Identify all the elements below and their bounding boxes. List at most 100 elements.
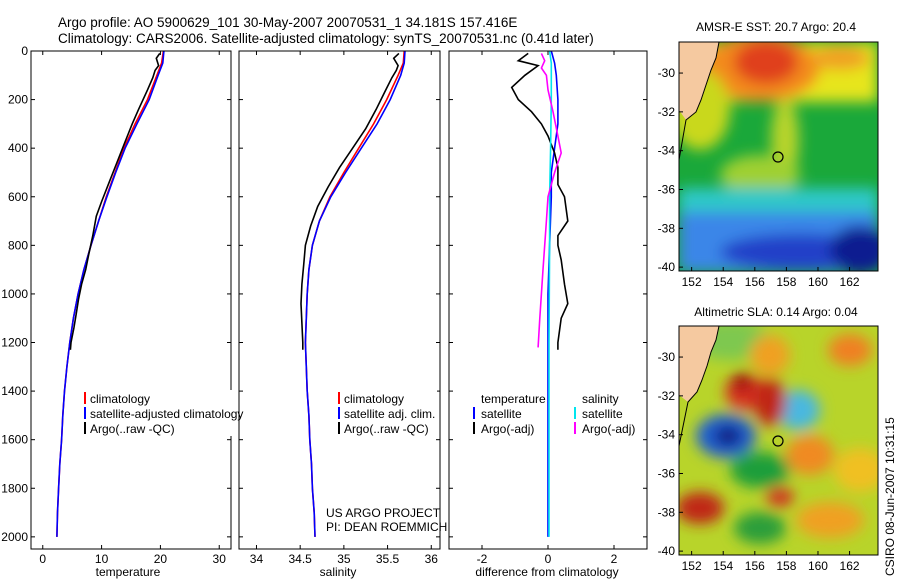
sla-blob-6: [776, 390, 820, 430]
sla-blob-7: [754, 378, 786, 426]
map-x-tick-label: 154: [713, 275, 733, 289]
map-y-tick-label: -34: [658, 144, 676, 158]
map-x-tick-label: 158: [776, 559, 796, 573]
sst-coldest: [830, 226, 878, 271]
sla-map-axes: 152 154 156 158 160 162 -30 -32 -34 -36 -38 -40: [658, 350, 860, 573]
sst-mid-warm: [720, 155, 800, 195]
legend-text-argo: Argo(..raw -QC): [344, 422, 429, 436]
salinity-series-satellite-adj-clim: [304, 50, 406, 537]
x-tick-label: 2: [611, 552, 618, 566]
map-y-tick-label: -40: [658, 544, 676, 558]
map-y-tick-label: -32: [658, 105, 676, 119]
temperature-plot-area: [56, 50, 165, 537]
x-tick-label: 36: [425, 552, 439, 566]
map-y-tick-label: -38: [658, 505, 676, 519]
legend-text-climatology: climatology: [90, 392, 150, 406]
pi-credit: PI: DEAN ROEMMICH: [326, 520, 447, 534]
map-x-tick-label: 152: [682, 275, 702, 289]
map-x-tick-label: 160: [808, 559, 828, 573]
sla-map-frame: [678, 325, 879, 556]
sst-hot-spot: [734, 42, 798, 84]
y-tick-label: 600: [8, 190, 28, 204]
map-x-tick-label: 156: [745, 275, 765, 289]
legend-text-argo: Argo(..raw -QC): [90, 422, 175, 436]
temperature-legend: climatology satellite-adjusted climatolo…: [80, 390, 250, 436]
x-tick-label: 34.5: [288, 552, 312, 566]
map-x-tick-label: 162: [840, 559, 860, 573]
difference-series-salinity-argo-adj: [537, 53, 563, 348]
project-credit: US ARGO PROJECT: [326, 506, 441, 520]
sst-warm-east: [810, 46, 870, 70]
map-y-tick-label: -34: [658, 428, 676, 442]
legend-text-temp-argo: Argo(-adj): [481, 422, 534, 436]
figure-title-line2: Climatology: CARS2006. Satellite-adjuste…: [58, 31, 594, 46]
salinity-axis: 34 34.5 35 35.5 36: [239, 50, 440, 566]
map-y-tick-label: -30: [658, 350, 676, 364]
y-tick-label: 1400: [1, 384, 28, 398]
legend-text-sal-satellite: satellite: [582, 407, 623, 421]
legend-text-satellite: satellite-adjusted climatology: [90, 407, 243, 421]
x-tick-label: 20: [154, 552, 168, 566]
sla-map-title: Altimetric SLA: 0.14 Argo: 0.04: [694, 305, 858, 319]
x-tick-label: 0: [545, 552, 552, 566]
sst-map-field: [679, 42, 878, 271]
x-tick-label: 30: [213, 552, 227, 566]
map-y-tick-label: -32: [658, 389, 676, 403]
y-tick-label: 1800: [1, 481, 28, 495]
map-x-tick-label: 154: [713, 559, 733, 573]
temperature-axes-frame: [30, 50, 232, 550]
salinity-series-climatology: [304, 50, 405, 537]
salinity-series-argo-raw-qc: [300, 52, 400, 350]
salinity-legend-bg: [333, 390, 437, 436]
map-x-tick-label: 156: [745, 559, 765, 573]
sla-blob-13: [679, 492, 724, 524]
legend-text-sal-argo: Argo(-adj): [582, 422, 635, 436]
temperature-xlabel: temperature: [96, 565, 161, 579]
map-y-tick-label: -36: [658, 182, 676, 196]
map-y-tick-label: -36: [658, 466, 676, 480]
sla-blob-3: [828, 334, 872, 366]
y-tick-label: 0: [21, 44, 28, 58]
sla-blob-11: [786, 435, 834, 475]
x-tick-label: 0: [39, 552, 46, 566]
y-tick-label: 200: [8, 93, 28, 107]
map-x-tick-label: 160: [808, 275, 828, 289]
temperature-series-argo-raw-qc: [69, 52, 161, 350]
legend-text-temp-satellite: satellite: [481, 407, 522, 421]
salinity-plot-area: [300, 50, 406, 537]
map-x-tick-label: 158: [776, 275, 796, 289]
map-y-tick-label: -40: [658, 260, 676, 274]
sla-blob-10: [730, 452, 790, 488]
map-x-tick-label: 162: [840, 275, 860, 289]
sla-argo-marker: [772, 435, 784, 447]
y-tick-label: 2000: [1, 530, 28, 544]
csiro-timestamp: CSIRO 08-Jun-2007 10:31:15: [883, 417, 897, 576]
difference-legend: temperature satellite Argo(-adj) salinit…: [473, 392, 635, 436]
difference-xlabel: difference from climatology: [475, 565, 618, 579]
legend-text-satellite: satellite adj. clim.: [344, 407, 435, 421]
temperature-axis: 0 10 20 30 0 200 400 600 800 1000 1200 1400 1600 1800…: [1, 44, 231, 566]
sst-argo-marker: [772, 151, 784, 163]
sla-blob-5: [732, 372, 752, 392]
sla-map-field: [679, 326, 878, 555]
difference-plot-area: [510, 50, 569, 537]
legend-group-salinity: salinity: [582, 392, 619, 406]
sla-blob-9: [714, 426, 742, 446]
sla-blob-2: [750, 335, 790, 375]
sst-map: AMSR-E SST: 20.7 Argo: 20.4 152 154 156 15: [658, 20, 879, 289]
y-tick-label: 400: [8, 141, 28, 155]
difference-series-salinity-satellite: [548, 50, 553, 537]
y-tick-label: 1200: [1, 336, 28, 350]
figure-title-line1: Argo profile: AO 5900629_101 30-May-2007…: [58, 15, 517, 30]
salinity-xlabel: salinity: [320, 565, 357, 579]
x-tick-label: -2: [477, 552, 488, 566]
sla-map: Altimetric SLA: 0.14 Argo: 0.04: [658, 305, 879, 573]
y-tick-label: 1000: [1, 287, 28, 301]
salinity-axes-frame: [238, 50, 441, 550]
sst-map-frame: [678, 41, 879, 272]
salinity-legend: climatology satellite adj. clim. Argo(..…: [333, 390, 437, 436]
x-tick-label: 34: [250, 552, 264, 566]
sst-coastline: [679, 42, 720, 161]
salinity-panel: 34 34.5 35 35.5 36 salinity climatology sate…: [238, 50, 447, 579]
map-y-tick-label: -30: [658, 66, 676, 80]
